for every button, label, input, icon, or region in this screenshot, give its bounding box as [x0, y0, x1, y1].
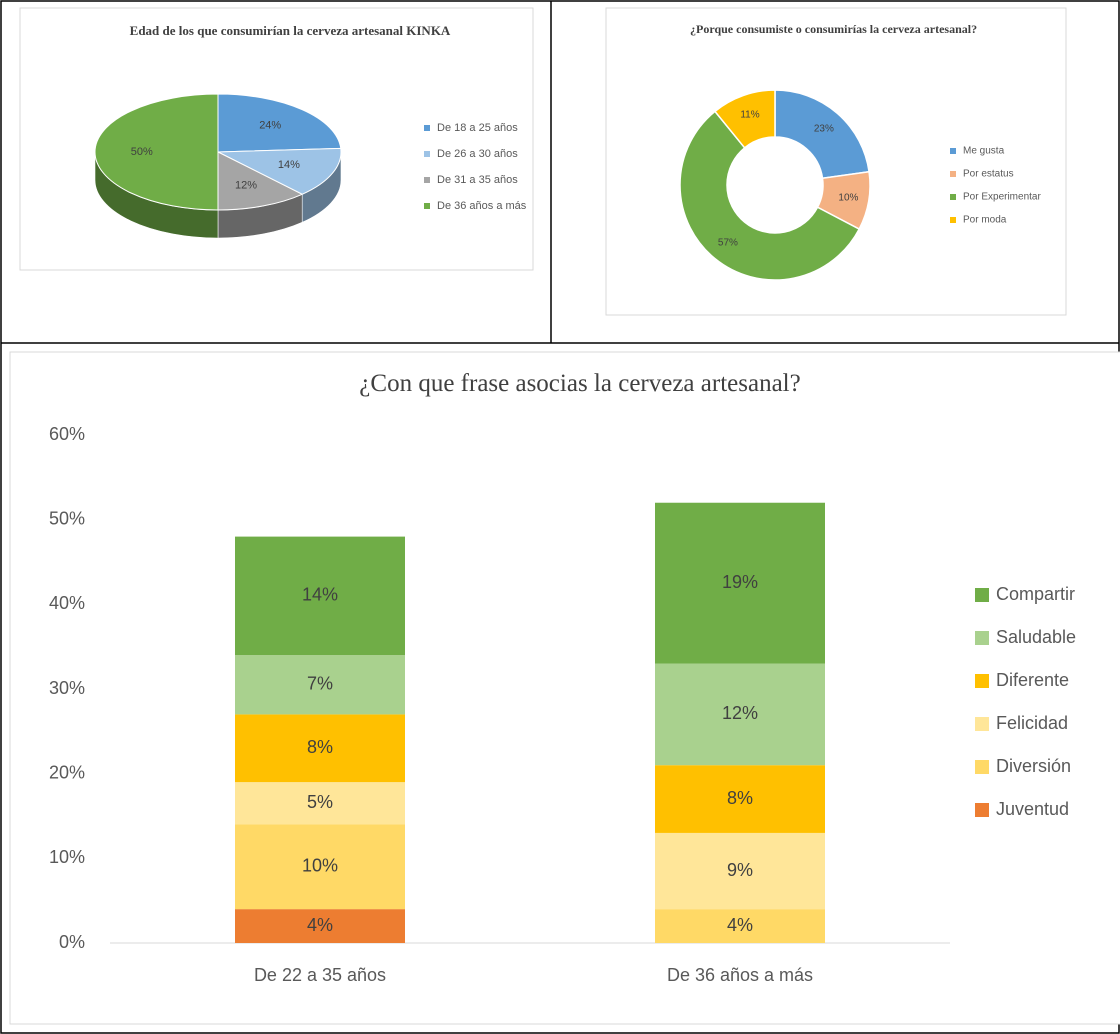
legend-label: De 26 a 30 años: [437, 148, 518, 160]
y-tick-label: 50%: [49, 508, 85, 528]
bar-segment: [655, 663, 825, 766]
data-label: 12%: [722, 703, 758, 723]
legend-swatch: [950, 148, 956, 154]
data-label: 11%: [740, 109, 759, 120]
data-label: 10%: [302, 856, 338, 876]
data-label: 24%: [259, 120, 281, 132]
legend-swatch: [424, 125, 430, 131]
legend-label: De 36 años a más: [437, 200, 527, 212]
legend-swatch: [424, 203, 430, 209]
y-tick-label: 0%: [59, 932, 85, 952]
chart-title: Edad de los que consumirían la cerveza a…: [129, 23, 451, 38]
legend-label: De 31 a 35 años: [437, 174, 518, 186]
y-tick-label: 40%: [49, 593, 85, 613]
slice: [217, 151, 304, 211]
legend-swatch: [950, 194, 956, 200]
data-label: 19%: [722, 572, 758, 592]
data-label: 7%: [307, 674, 333, 694]
legend-swatch: [975, 717, 989, 731]
slice: [713, 89, 776, 149]
chart-title: ¿Con que frase asocias la cerveza artesa…: [359, 370, 801, 397]
slice: [217, 93, 342, 153]
data-label: 9%: [727, 860, 753, 880]
legend-swatch: [424, 177, 430, 183]
data-label: 14%: [302, 585, 338, 605]
data-label: 4%: [727, 915, 753, 935]
data-label: 5%: [307, 792, 333, 812]
legend-label: Diferente: [996, 670, 1069, 690]
y-tick-label: 60%: [49, 424, 85, 444]
data-label: 23%: [814, 123, 834, 134]
data-label: 10%: [838, 192, 858, 203]
y-tick-label: 10%: [49, 847, 85, 867]
bar-segment: [655, 909, 825, 943]
data-label: 8%: [727, 788, 753, 808]
slice: [217, 147, 342, 195]
bar-segment: [655, 765, 825, 833]
data-label: 8%: [307, 737, 333, 757]
legend-swatch: [424, 151, 430, 157]
bar-segment: [235, 536, 405, 656]
data-label: 50%: [131, 146, 153, 158]
chart-frame: [9, 351, 1120, 1025]
bar-segment: [655, 502, 825, 664]
x-tick-label: De 22 a 35 años: [254, 965, 386, 985]
legend-label: Por estatus: [963, 169, 1014, 180]
legend-label: De 18 a 25 años: [437, 122, 518, 134]
y-tick-label: 20%: [49, 762, 85, 782]
legend-label: Por moda: [963, 215, 1007, 226]
data-label: 57%: [718, 237, 738, 248]
legend-label: Me gusta: [963, 146, 1005, 157]
slice: [679, 110, 861, 281]
legend-swatch: [975, 803, 989, 817]
bar-segment: [235, 824, 405, 910]
slice: [94, 93, 219, 211]
data-label: 4%: [307, 915, 333, 935]
bar-segment: [235, 909, 405, 943]
slice: [774, 89, 870, 180]
bar-segment: [235, 782, 405, 825]
bar-segment: [235, 655, 405, 715]
legend-label: Felicidad: [996, 713, 1068, 733]
x-tick-label: De 36 años a más: [667, 965, 813, 985]
bar-segment: [655, 832, 825, 910]
legend-swatch: [975, 631, 989, 645]
legend-swatch: [950, 217, 956, 223]
legend-swatch: [975, 760, 989, 774]
legend-label: Saludable: [996, 627, 1076, 647]
data-label: 12%: [235, 179, 257, 191]
legend-swatch: [975, 674, 989, 688]
legend-label: Compartir: [996, 584, 1075, 604]
chart-title: ¿Porque consumiste o consumirías la cerv…: [690, 22, 978, 36]
legend-label: Diversión: [996, 756, 1071, 776]
legend-label: Por Experimentar: [963, 192, 1041, 203]
legend-swatch: [975, 588, 989, 602]
y-tick-label: 30%: [49, 678, 85, 698]
legend-label: Juventud: [996, 799, 1069, 819]
data-label: 14%: [278, 159, 300, 171]
legend-swatch: [950, 171, 956, 177]
bar-segment: [235, 714, 405, 783]
